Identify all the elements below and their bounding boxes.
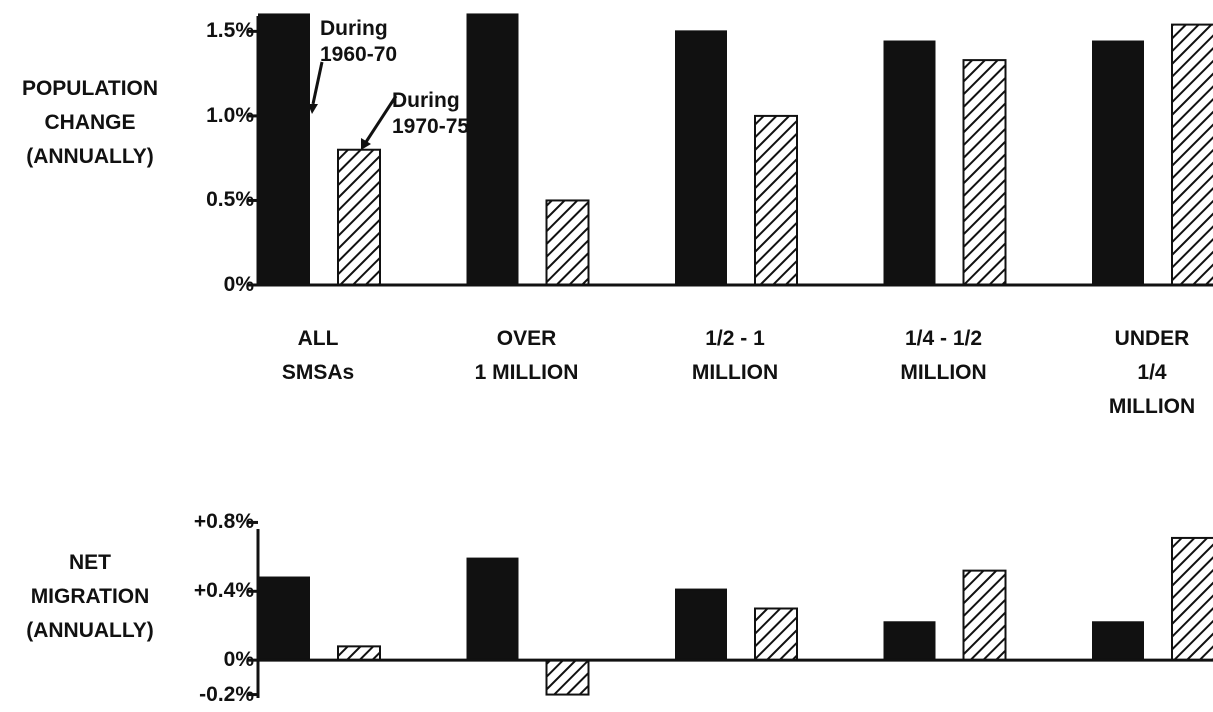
x-tick-label: ALL SMSAs — [281, 327, 355, 384]
bar — [466, 13, 519, 286]
annotation: During 1960-70 — [320, 17, 398, 66]
annotation-arrow — [364, 95, 398, 143]
bar — [962, 59, 1007, 287]
bar — [545, 659, 590, 696]
bar — [545, 199, 590, 286]
bar — [754, 114, 798, 286]
x-tick-label: OVER 1 MILLION — [474, 327, 579, 384]
bar — [1092, 621, 1144, 662]
x-tick-label: 1/4 - 1/2 MILLION — [900, 327, 987, 384]
y-tick-label: 1.0% — [206, 103, 254, 127]
arrow-head — [308, 104, 318, 114]
bar — [675, 30, 727, 287]
y-axis-label: POPULATION CHANGE (ANNUALLY) — [21, 77, 159, 168]
y-tick-label: 0.5% — [206, 188, 254, 212]
bar — [1171, 536, 1213, 662]
bar — [1092, 40, 1144, 286]
y-tick-label: -0.2% — [199, 682, 254, 706]
bar — [754, 607, 798, 662]
x-tick-label: UNDER 1/4 MILLION — [1108, 327, 1196, 418]
bar — [883, 40, 936, 286]
y-tick-label: +0.8% — [193, 510, 254, 534]
y-tick-label: +0.4% — [193, 579, 254, 603]
bar — [258, 576, 310, 662]
y-tick-label: 0% — [223, 273, 254, 296]
bar — [962, 569, 1007, 662]
bar — [883, 621, 936, 662]
bar — [258, 13, 310, 286]
arrow-head — [361, 138, 371, 150]
bar — [1171, 23, 1213, 286]
bar — [675, 588, 727, 662]
bar — [466, 557, 519, 662]
y-axis-label: NET MIGRATION (ANNUALLY) — [26, 551, 154, 642]
annotation-arrow — [311, 61, 324, 105]
bar — [337, 645, 381, 662]
bar — [337, 148, 381, 286]
x-tick-label: 1/2 - 1 MILLION — [691, 327, 779, 384]
y-tick-label: 0% — [223, 648, 254, 672]
annotation: During 1970-75 — [392, 89, 470, 138]
y-tick-label: 1.5% — [206, 19, 254, 43]
